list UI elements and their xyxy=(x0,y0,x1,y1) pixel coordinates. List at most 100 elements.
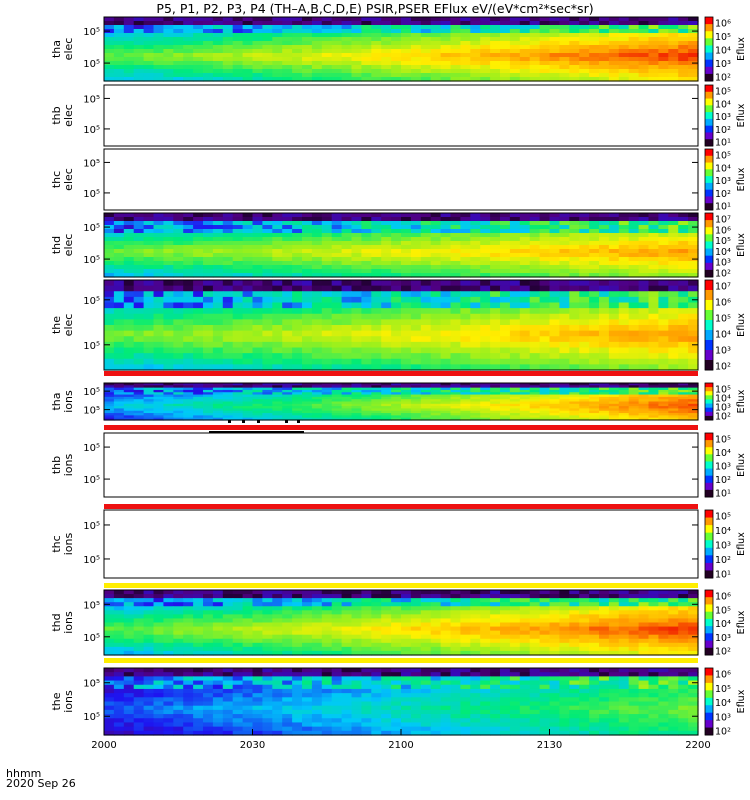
spectrogram-cell xyxy=(321,618,333,624)
spectrogram-cell xyxy=(351,241,362,246)
spectrogram-cell xyxy=(282,21,293,26)
spectrogram-cell xyxy=(232,602,244,607)
colorbar-tick-label: 10⁴ xyxy=(715,163,731,174)
panel-probe: thc xyxy=(50,171,63,188)
spectrogram-cell xyxy=(608,65,620,70)
spectrogram-cell xyxy=(529,73,541,78)
spectrogram-cell xyxy=(321,626,333,632)
spectrogram-cell xyxy=(599,626,610,632)
spectrogram-cell xyxy=(381,610,392,615)
spectrogram-cell xyxy=(282,269,293,274)
spectrogram-cell xyxy=(450,233,461,238)
spectrogram-cell xyxy=(153,273,164,278)
spectrogram-cell xyxy=(678,634,689,640)
spectrogram-cell xyxy=(262,45,273,50)
spectrogram-cell xyxy=(618,319,630,326)
spectrogram-cell xyxy=(321,401,333,405)
spectrogram-cell xyxy=(262,401,273,405)
spectrogram-cell xyxy=(549,408,560,412)
spectrogram-cell xyxy=(262,415,273,419)
spectrogram-cell xyxy=(252,308,263,315)
spectrogram-cell xyxy=(569,291,580,298)
panel-species: ions xyxy=(62,453,75,476)
spectrogram-cell xyxy=(203,225,214,230)
spectrogram-cell xyxy=(361,49,372,54)
spectrogram-cell xyxy=(361,330,372,337)
spectrogram-cell xyxy=(123,273,135,278)
spectrogram-cell xyxy=(222,401,234,405)
spectrogram-cell xyxy=(222,245,234,250)
spectrogram-cell xyxy=(529,57,541,62)
spectrogram-cell xyxy=(450,385,461,389)
spectrogram-cell xyxy=(113,53,125,58)
spectrogram-cell xyxy=(628,21,640,26)
spectrogram-cell xyxy=(599,53,610,58)
spectrogram-cell xyxy=(559,614,570,620)
spectrogram-cell xyxy=(628,229,640,234)
spectrogram-cell xyxy=(519,392,531,396)
spectrogram-cell xyxy=(183,291,194,298)
spectrogram-cell xyxy=(410,341,422,349)
spectrogram-cell xyxy=(430,401,442,405)
spectrogram-cell xyxy=(104,594,115,599)
spectrogram-cell xyxy=(559,225,570,230)
spectrogram-cell xyxy=(410,253,422,258)
spectrogram-cell xyxy=(500,594,511,599)
spectrogram-cell xyxy=(569,257,580,262)
spectrogram-cell xyxy=(113,630,125,636)
spectrogram-cell xyxy=(222,383,234,386)
spectrogram-cell xyxy=(292,602,303,607)
spectrogram-cell xyxy=(440,406,452,410)
spectrogram-cell xyxy=(430,65,442,70)
spectrogram-cell xyxy=(519,622,531,628)
spectrogram-cell xyxy=(688,403,699,407)
spectrogram-cell xyxy=(331,330,343,337)
spectrogram-cell xyxy=(410,630,422,636)
spectrogram-cell xyxy=(500,406,511,410)
spectrogram-cell xyxy=(302,313,313,320)
spectrogram-cell xyxy=(371,336,382,343)
spectrogram-cell xyxy=(440,221,452,226)
spectrogram-cell xyxy=(341,638,353,644)
spectrogram-cell xyxy=(430,610,442,615)
spectrogram-cell xyxy=(589,57,600,62)
spectrogram-cell xyxy=(569,590,580,595)
spectrogram-cell xyxy=(282,233,293,238)
spectrogram-cell xyxy=(282,646,293,652)
spectrogram-cell xyxy=(153,49,164,54)
spectrogram-cell xyxy=(401,399,412,403)
spectrogram-cell xyxy=(608,17,620,22)
spectrogram-cell xyxy=(410,257,422,262)
spectrogram-cell xyxy=(569,364,580,371)
spectrogram-cell xyxy=(381,308,392,315)
spectrogram-cell xyxy=(173,642,184,648)
spectrogram-cell xyxy=(173,280,184,287)
spectrogram-cell xyxy=(460,49,471,54)
spectrogram-cell xyxy=(648,217,659,222)
spectrogram-cell xyxy=(500,77,511,82)
spectrogram-cell xyxy=(173,590,184,595)
spectrogram-cell xyxy=(193,383,204,386)
spectrogram-cell xyxy=(509,638,521,644)
spectrogram-cell xyxy=(638,626,650,632)
spectrogram-cell xyxy=(480,217,491,222)
spectrogram-cell xyxy=(579,57,590,62)
spectrogram-cell xyxy=(143,73,155,78)
spectrogram-cell xyxy=(262,606,273,611)
spectrogram-cell xyxy=(302,73,313,78)
spectrogram-cell xyxy=(321,594,333,599)
spectrogram-cell xyxy=(529,261,541,266)
spectrogram-cell xyxy=(391,273,402,278)
spectrogram-cell xyxy=(678,319,689,326)
spectrogram-cell xyxy=(519,241,531,246)
spectrogram-cell xyxy=(193,336,204,343)
spectrogram-cell xyxy=(648,273,659,278)
spectrogram-cell xyxy=(113,77,125,82)
spectrogram-cell xyxy=(430,313,442,320)
spectrogram-cell xyxy=(381,330,392,337)
spectrogram-cell xyxy=(123,319,135,326)
spectrogram-cell xyxy=(341,646,353,652)
spectrogram-cell xyxy=(500,642,511,648)
spectrogram-cell xyxy=(668,396,679,400)
